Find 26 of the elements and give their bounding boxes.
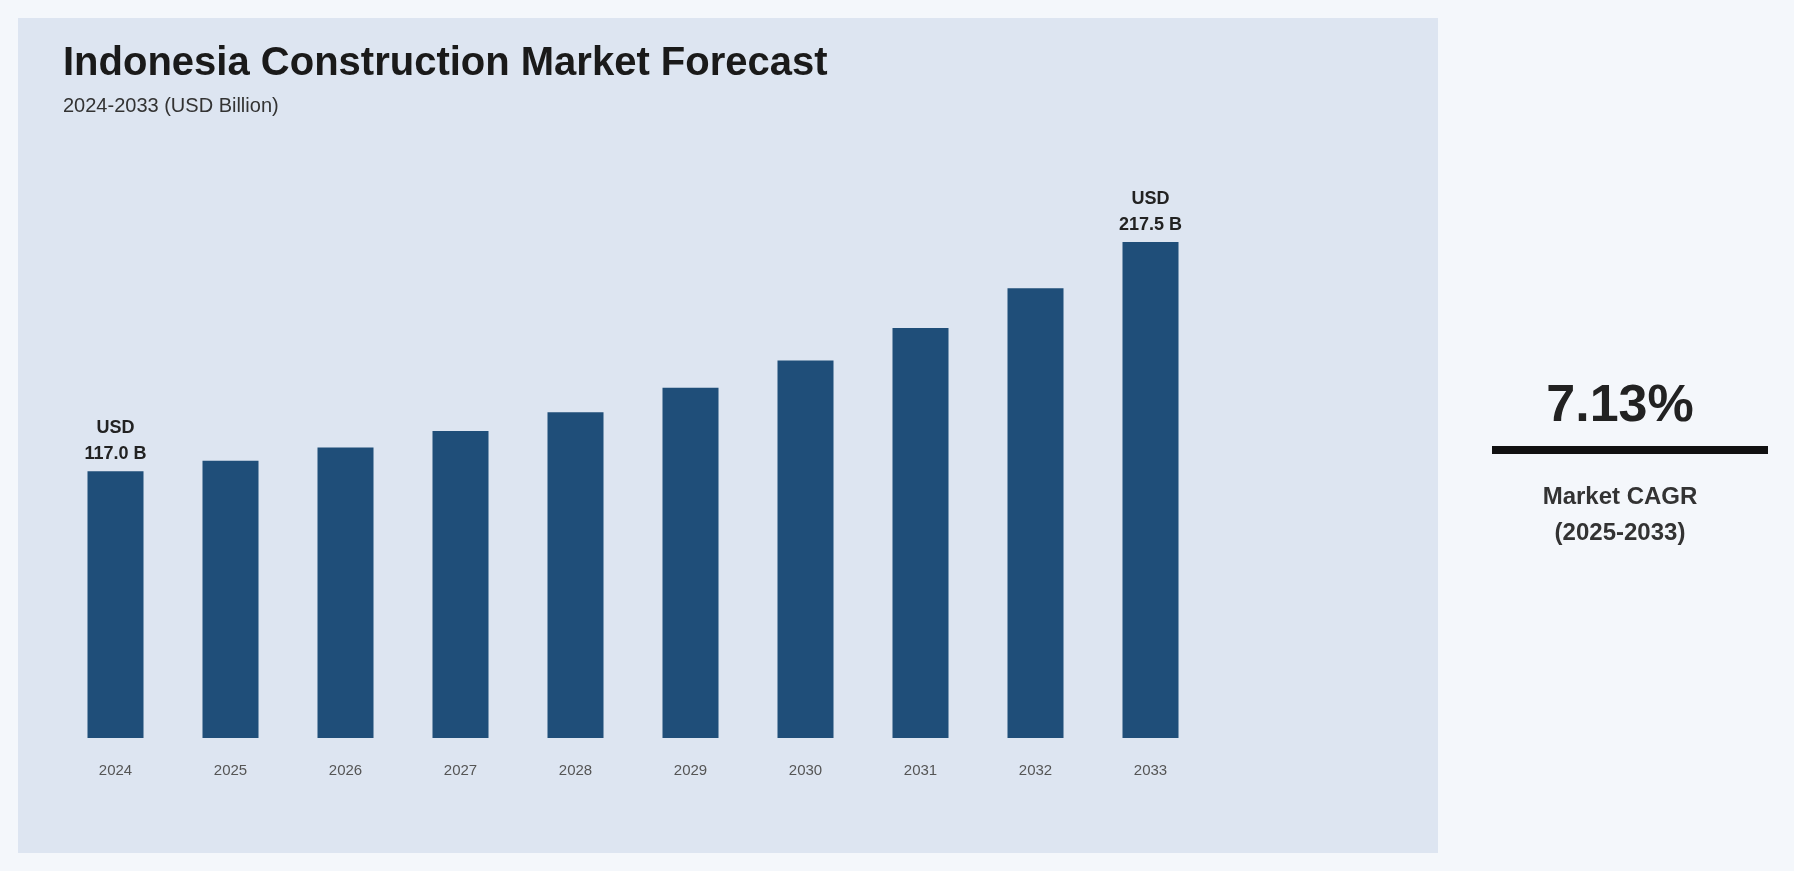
bar [777,360,834,738]
text: Market CAGR (2025-2033) [1541,481,1699,547]
data-label: USD 117.0 B [84,417,147,464]
bar [87,471,144,738]
text: 7.13% [1545,373,1695,433]
data-label: USD 217.5 B [1118,188,1183,235]
bar [547,412,604,738]
x-tick-label: 2025 [213,761,248,778]
x-tick-label: 2030 [788,761,823,778]
x-tick-label: 2027 [443,761,478,778]
x-tick-label: 2026 [328,761,363,778]
x-tick-label: 2033 [1133,761,1168,778]
x-tick-label: 2031 [903,761,938,778]
x-tick-label: 2028 [558,761,593,778]
x-tick-label: 2029 [673,761,708,778]
chart-title: Indonesia Construction Market Forecast [63,39,828,83]
bar [892,328,949,738]
bar [1122,242,1179,738]
bar [432,430,489,738]
chart-subtitle: 2024-2033 (USD Billion) [63,94,279,116]
bar [1007,288,1064,738]
bar [662,387,719,738]
bar [317,447,374,738]
x-tick-label: 2032 [1018,761,1053,778]
x-tick-label: 2024 [98,761,133,778]
bar [202,460,259,738]
